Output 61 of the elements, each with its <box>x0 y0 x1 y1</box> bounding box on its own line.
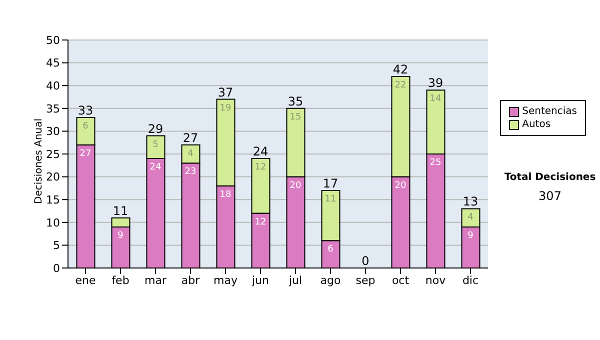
data-label: 14 <box>430 94 442 104</box>
legend-label: Sentencias <box>522 105 577 118</box>
x-tick-label: ago <box>320 274 341 287</box>
total-label: 42 <box>392 62 408 76</box>
data-label: 20 <box>290 180 302 191</box>
x-tick-label: ene <box>75 274 96 287</box>
y-tick-label: 50 <box>46 34 60 47</box>
total-label: 33 <box>78 104 94 118</box>
total-label: 17 <box>322 176 338 190</box>
data-label: 11 <box>324 194 336 204</box>
total-label: 0 <box>362 254 370 268</box>
data-label: 5 <box>152 140 158 150</box>
total-label: 29 <box>148 122 164 136</box>
x-tick-label: sep <box>356 274 376 287</box>
x-tick-label: may <box>214 274 238 287</box>
data-label: 9 <box>468 230 474 241</box>
total-label: 13 <box>462 194 478 209</box>
y-tick-label: 0 <box>53 262 60 275</box>
y-tick-label: 15 <box>46 194 60 207</box>
total-label: 27 <box>182 130 198 145</box>
x-tick-label: jun <box>251 274 270 287</box>
data-label: 24 <box>150 162 162 173</box>
data-label: 6 <box>328 244 334 255</box>
y-tick-label: 10 <box>46 216 60 230</box>
x-tick-label: nov <box>425 274 446 287</box>
y-tick-label: 45 <box>46 56 60 70</box>
data-label: 9 <box>118 230 124 241</box>
data-label: 20 <box>394 180 406 191</box>
y-tick-label: 5 <box>53 239 60 252</box>
x-tick-label: feb <box>112 274 130 287</box>
total-label: 24 <box>252 144 268 159</box>
data-label: 15 <box>290 112 302 122</box>
data-label: 12 <box>254 217 266 228</box>
x-tick-label: oct <box>392 274 410 287</box>
total-label: 11 <box>112 204 128 218</box>
y-tick-label: 40 <box>46 80 60 93</box>
text: Total Decisiones <box>503 172 597 183</box>
data-label: 22 <box>394 80 406 90</box>
total-label: 39 <box>428 76 444 90</box>
x-tick-label: abr <box>181 274 200 287</box>
data-label: 27 <box>80 148 92 159</box>
legend-label: Autos <box>522 118 551 131</box>
data-label: 25 <box>430 158 442 168</box>
data-label: 23 <box>184 167 196 178</box>
data-label: 6 <box>82 122 89 132</box>
data-label: 4 <box>468 212 474 223</box>
y-tick-label: 30 <box>46 125 60 138</box>
y-axis-title: Decisiones Anual <box>34 118 45 204</box>
data-label: 4 <box>188 148 194 159</box>
x-tick-label: mar <box>144 274 167 287</box>
total-label: 35 <box>288 94 304 108</box>
text: 307 <box>538 189 562 203</box>
y-tick-label: 20 <box>46 170 60 184</box>
x-tick-label: dic <box>462 274 479 287</box>
x-tick-label: jul <box>288 274 302 287</box>
data-label: 18 <box>220 190 232 200</box>
total-label: 37 <box>218 85 234 100</box>
data-label: 19 <box>220 103 232 114</box>
y-tick-label: 25 <box>46 148 60 161</box>
y-tick-label: 35 <box>46 102 60 116</box>
data-label: 12 <box>254 162 266 173</box>
